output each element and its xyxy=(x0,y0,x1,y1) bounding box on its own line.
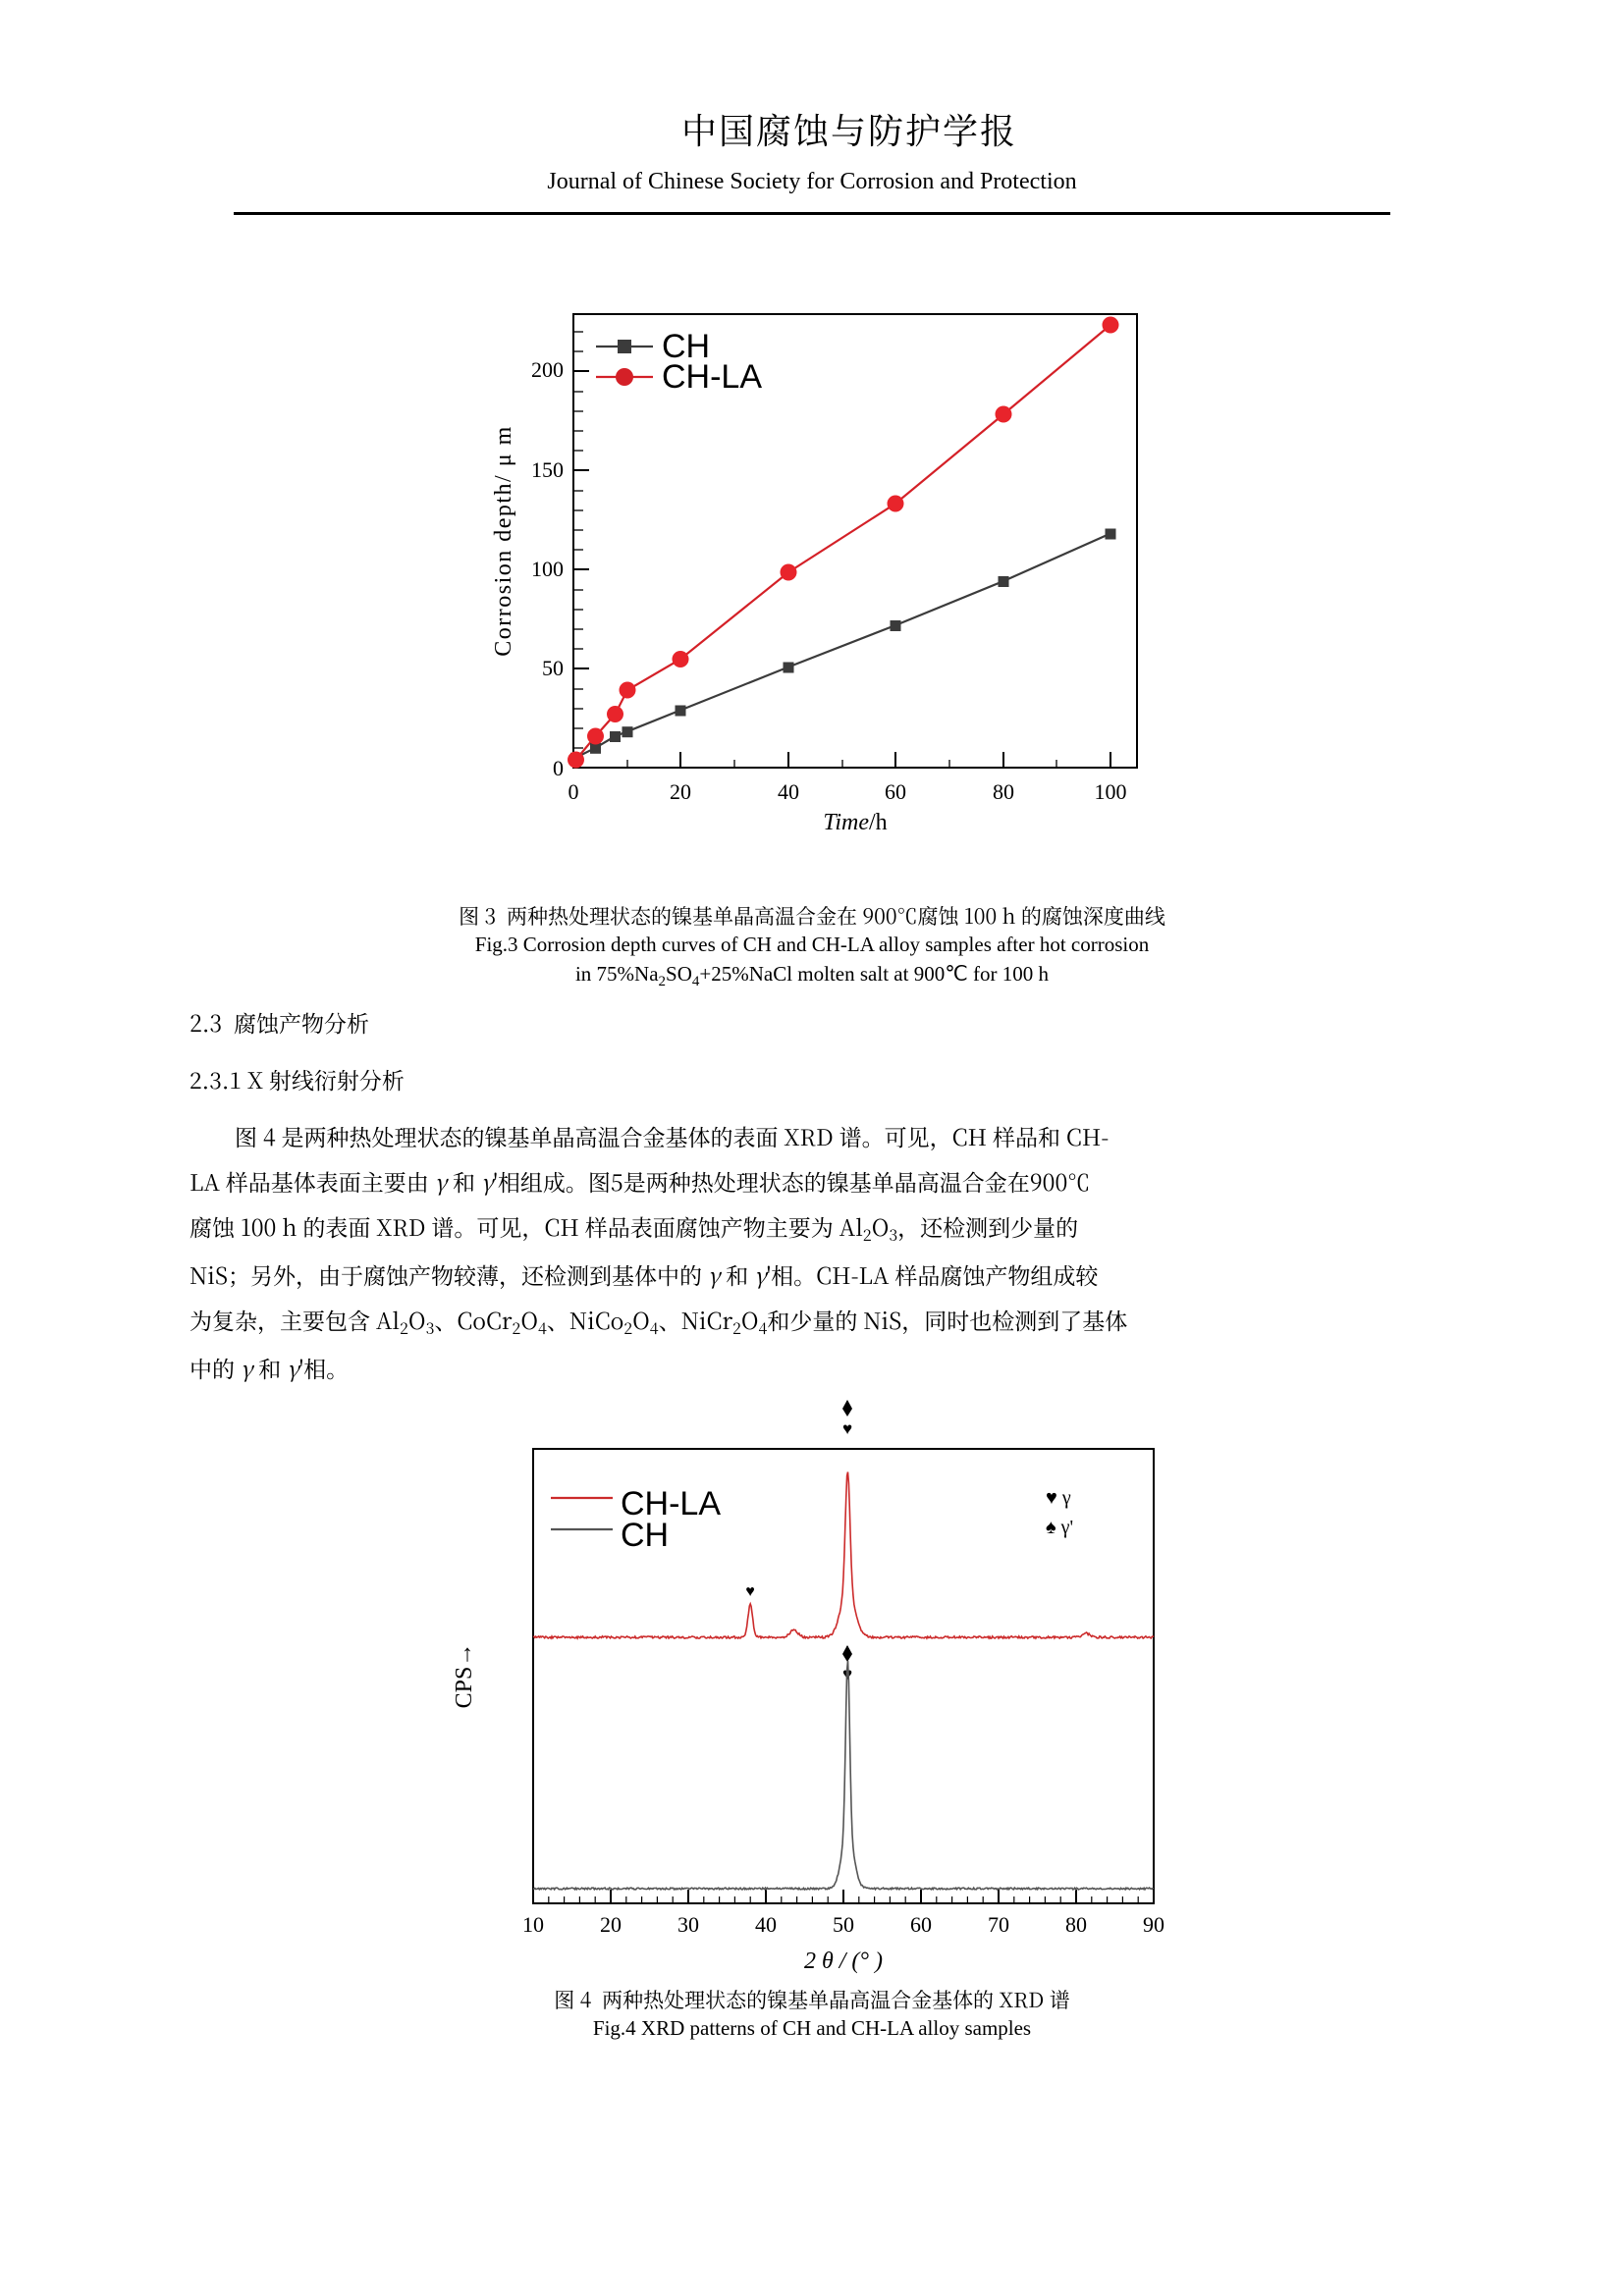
svg-text:100: 100 xyxy=(531,557,564,581)
svg-text:CH: CH xyxy=(621,1517,669,1554)
svg-text:2 θ / (° ): 2 θ / (° ) xyxy=(804,1949,883,1974)
svg-text:40: 40 xyxy=(778,779,799,804)
svg-text:0: 0 xyxy=(553,756,564,780)
svg-text:♥ γ: ♥ γ xyxy=(1046,1487,1071,1509)
svg-text:Corrosion depth/ μ m: Corrosion depth/ μ m xyxy=(491,425,516,657)
svg-text:30: 30 xyxy=(677,1912,699,1937)
svg-text:20: 20 xyxy=(600,1912,622,1937)
svg-text:20: 20 xyxy=(670,779,691,804)
svg-text:150: 150 xyxy=(531,457,564,482)
svg-text:50: 50 xyxy=(833,1912,854,1937)
svg-text:10: 10 xyxy=(522,1912,544,1937)
svg-text:100: 100 xyxy=(1095,779,1127,804)
svg-text:♥: ♥ xyxy=(842,1419,852,1438)
svg-text:40: 40 xyxy=(755,1912,777,1937)
svg-text:200: 200 xyxy=(531,357,564,382)
svg-text:70: 70 xyxy=(988,1912,1009,1937)
svg-text:50: 50 xyxy=(542,656,564,680)
svg-text:60: 60 xyxy=(885,779,906,804)
svg-text:0: 0 xyxy=(568,779,579,804)
svg-text:♠ γ': ♠ γ' xyxy=(1046,1517,1073,1538)
svg-text:80: 80 xyxy=(1065,1912,1087,1937)
svg-text:80: 80 xyxy=(993,779,1014,804)
svg-text:CH-LA: CH-LA xyxy=(662,358,762,396)
svg-text:♥: ♥ xyxy=(745,1583,755,1600)
svg-text:Time/h: Time/h xyxy=(823,810,887,835)
svg-text:60: 60 xyxy=(910,1912,932,1937)
svg-text:90: 90 xyxy=(1143,1912,1164,1937)
svg-text:CPS→: CPS→ xyxy=(452,1643,477,1709)
